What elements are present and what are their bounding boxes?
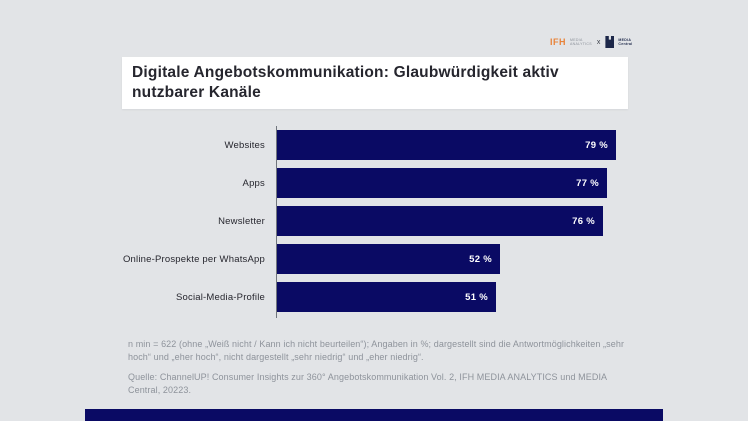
ifh-logo-text: IFH <box>550 37 566 47</box>
footer-bar <box>85 409 663 421</box>
category-label: Apps <box>242 177 265 189</box>
source-note: Quelle: ChannelUP! Consumer Insights zur… <box>128 372 607 395</box>
mc-line2: Central <box>618 42 633 46</box>
y-axis-line <box>276 126 277 318</box>
bar-value-label: 51 % <box>465 291 488 303</box>
bar: 51 % <box>277 282 496 312</box>
bar-row: Websites 79 % <box>0 130 680 160</box>
mc-line1: MEDIA <box>618 37 632 42</box>
bar-track: 52 % <box>277 244 680 274</box>
bar-track: 79 % <box>277 130 680 160</box>
logo-separator: x <box>596 38 601 46</box>
category-label: Social-Media-Profile <box>175 291 265 303</box>
bar-chart: Websites 79 % Apps 77 % Newsletter 76 % Online… <box>0 130 680 320</box>
media-central-logo-text: MEDIA Central <box>618 38 632 47</box>
bar-value-label: 52 % <box>469 253 492 265</box>
media-central-logo-icon <box>605 36 615 48</box>
bar-value-label: 77 % <box>576 177 599 189</box>
bar-value-label: 76 % <box>572 215 595 227</box>
title-card: Digitale Angebotskommunikation: Glaubwür… <box>122 57 628 109</box>
bar-track: 76 % <box>277 206 680 236</box>
bar: 79 % <box>277 130 616 160</box>
bar: 76 % <box>277 206 603 236</box>
category-label: Online-Prospekte per WhatsApp <box>122 253 265 265</box>
chart-title: Digitale Angebotskommunikation: Glaubwür… <box>132 64 559 101</box>
bar-row: Newsletter 76 % <box>0 206 680 236</box>
logo: IFH MEDIA ANALYTICS x MEDIA Central <box>550 32 633 52</box>
bar-row: Online-Prospekte per WhatsApp 52 % <box>0 244 680 274</box>
ifh-sub-line2: ANALYTICS <box>570 42 592 46</box>
footnote: n min = 622 (ohne „Weiß nicht / Kann ich… <box>128 339 625 362</box>
category-label: Websites <box>224 139 265 151</box>
bar-track: 77 % <box>277 168 680 198</box>
bar-row: Social-Media-Profile 51 % <box>0 282 680 312</box>
bar-row: Apps 77 % <box>0 168 680 198</box>
ifh-sub-line1: MEDIA <box>570 37 583 42</box>
bar: 77 % <box>277 168 607 198</box>
category-label: Newsletter <box>218 215 265 227</box>
bar: 52 % <box>277 244 500 274</box>
ifh-logo-subtext: MEDIA ANALYTICS <box>570 38 592 47</box>
bar-value-label: 79 % <box>585 139 608 151</box>
bar-track: 51 % <box>277 282 680 312</box>
